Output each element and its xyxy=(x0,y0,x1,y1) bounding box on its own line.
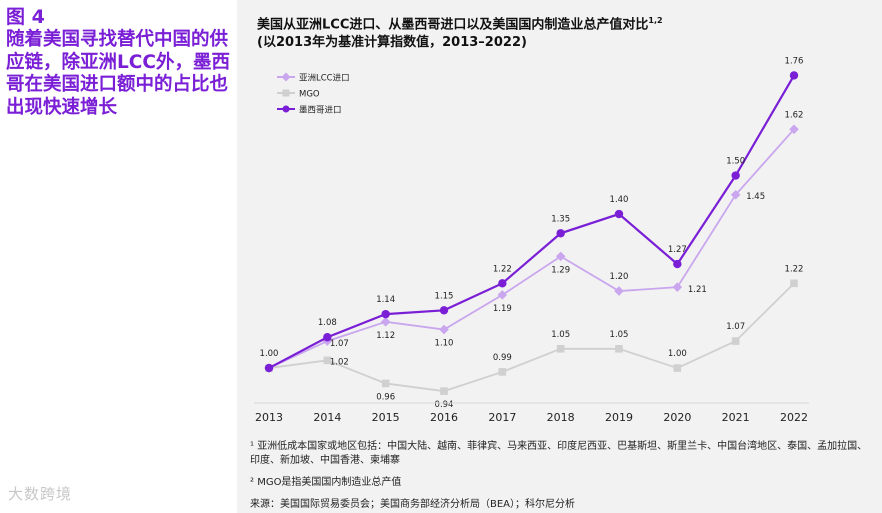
x-tick-label: 2014 xyxy=(313,411,341,424)
x-tick-label: 2021 xyxy=(722,411,750,424)
data-point xyxy=(555,251,566,262)
legend-marker xyxy=(282,105,290,113)
footnote-2: ² MGO是指美国国内制造业总产值 xyxy=(250,477,402,488)
data-point xyxy=(381,379,390,388)
x-tick-label: 2017 xyxy=(488,411,516,424)
series-layer: 1.07 1.12 1.10 1.19 1.29 1.20 1.21 1.45 1.62 1.02… xyxy=(260,56,804,410)
data-point xyxy=(498,368,507,376)
series-MGO: 1.02 0.96 0.94 0.99 1.05 1.05 1.00 1.07 1.22 xyxy=(265,264,803,410)
data-point xyxy=(789,71,799,80)
data-label: 1.15 xyxy=(435,291,454,301)
chart-title-superscript: 1,2 xyxy=(648,16,663,25)
data-label: 1.22 xyxy=(493,264,512,274)
data-point xyxy=(323,356,332,365)
legend-marker xyxy=(282,89,290,97)
series-墨西哥进口: 1.00 1.08 1.14 1.15 1.22 1.35 1.40 1.27 1.50 1.76 xyxy=(260,56,804,373)
data-label: 1.08 xyxy=(318,318,337,328)
data-point xyxy=(789,124,799,135)
legend-marker xyxy=(281,72,291,82)
data-point xyxy=(556,344,565,353)
data-label: 1.05 xyxy=(610,330,629,340)
data-point xyxy=(497,290,508,300)
data-label: 1.22 xyxy=(785,264,804,274)
data-label: 1.02 xyxy=(330,357,349,367)
data-point xyxy=(614,286,624,296)
chart-legend: 亚洲LCC进口 MGO 墨西哥进口 xyxy=(277,72,350,116)
figure-title: 随着美国寻找替代中国的供应链，除亚洲LCC外，墨西哥在美国进口额中的占比也出现快… xyxy=(6,29,230,118)
data-label: 1.50 xyxy=(726,157,745,167)
legend-label: MGO xyxy=(299,90,320,100)
data-label: 1.40 xyxy=(610,195,629,205)
series-line xyxy=(268,128,795,369)
watermark-logo: 大数跨境 xyxy=(8,485,73,503)
data-label: 0.96 xyxy=(376,392,395,402)
data-point xyxy=(614,209,624,219)
data-label: 1.14 xyxy=(376,295,395,305)
data-label: 1.00 xyxy=(260,349,279,359)
data-label: 1.21 xyxy=(688,285,707,295)
data-point xyxy=(790,279,798,288)
data-point xyxy=(439,306,449,315)
x-tick-label: 2018 xyxy=(547,411,575,424)
x-axis: 2013 2014 2015 2016 2017 2018 2019 2020 2021 2022 xyxy=(254,402,809,424)
data-label: 1.20 xyxy=(610,272,629,282)
data-label: 1.07 xyxy=(726,322,745,332)
data-point xyxy=(731,337,740,345)
data-point xyxy=(673,364,682,372)
data-point xyxy=(439,324,449,335)
x-tick-label: 2013 xyxy=(255,411,283,424)
data-label: 1.62 xyxy=(785,110,804,120)
data-point xyxy=(440,387,448,395)
data-label: 1.35 xyxy=(551,214,570,224)
data-point xyxy=(323,333,332,342)
chart-title-text: 美国从亚洲LCC进口、从墨西哥进口以及美国国内制造业总产值对比 xyxy=(257,17,649,33)
x-tick-label: 2016 xyxy=(430,411,458,424)
x-tick-label: 2022 xyxy=(780,411,808,424)
data-point xyxy=(556,229,565,238)
series-line xyxy=(268,282,795,393)
x-tick-label: 2015 xyxy=(372,411,400,424)
data-label: 0.94 xyxy=(435,400,454,410)
data-point xyxy=(673,259,682,269)
line-chart: 亚洲LCC进口 MGO 墨西哥进口 1.07 1.12 1.10 1.19 1.29 1.20… xyxy=(254,56,809,424)
data-label: 1.05 xyxy=(551,330,570,340)
data-point xyxy=(498,279,507,288)
data-label: 1.76 xyxy=(785,56,804,66)
legend-item: 亚洲LCC进口 xyxy=(277,72,350,84)
data-point xyxy=(615,344,623,353)
legend-label: 亚洲LCC进口 xyxy=(299,74,350,84)
data-label: 1.45 xyxy=(746,192,765,202)
footnote-1: ¹ 亚洲低成本国家或地区包括：中国大陆、越南、菲律宾、马来西亚、印度尼西亚、巴基… xyxy=(250,441,868,466)
figure-label: 图 4 xyxy=(6,6,45,28)
chart-title: 美国从亚洲LCC进口、从墨西哥进口以及美国国内制造业总产值对比1,2 (以201… xyxy=(257,12,857,52)
data-label: 1.29 xyxy=(551,265,570,275)
data-point xyxy=(730,189,741,200)
legend-item: 墨西哥进口 xyxy=(277,105,342,116)
data-label: 1.27 xyxy=(668,245,687,255)
data-point xyxy=(672,282,683,292)
legend-label: 墨西哥进口 xyxy=(299,106,342,116)
data-point xyxy=(380,317,391,327)
data-point xyxy=(381,309,390,319)
data-point xyxy=(731,171,740,180)
x-tick-label: 2019 xyxy=(605,411,633,424)
legend-item: MGO xyxy=(277,89,320,100)
x-tick-label: 2020 xyxy=(663,411,691,424)
data-point xyxy=(264,363,274,373)
data-label: 1.00 xyxy=(668,349,687,359)
left-panel: 图 4 随着美国寻找替代中国的供应链，除亚洲LCC外，墨西哥在美国进口额中的占比… xyxy=(0,0,237,513)
series-line xyxy=(268,74,795,370)
data-label: 1.10 xyxy=(435,339,454,349)
series-亚洲LCC进口: 1.07 1.12 1.10 1.19 1.29 1.20 1.21 1.45 1.62 xyxy=(264,110,803,373)
source-note: 来源：美国国际贸易委员会；美国商务部经济分析局（BEA）；科尔尼分析 xyxy=(250,499,576,510)
data-label: 1.07 xyxy=(330,339,349,349)
chart-subtitle: (以2013年为基准计算指数值，2013–2022) xyxy=(257,35,527,51)
data-label: 1.19 xyxy=(493,304,512,314)
data-label: 1.12 xyxy=(376,331,395,341)
data-label: 0.99 xyxy=(493,353,512,363)
